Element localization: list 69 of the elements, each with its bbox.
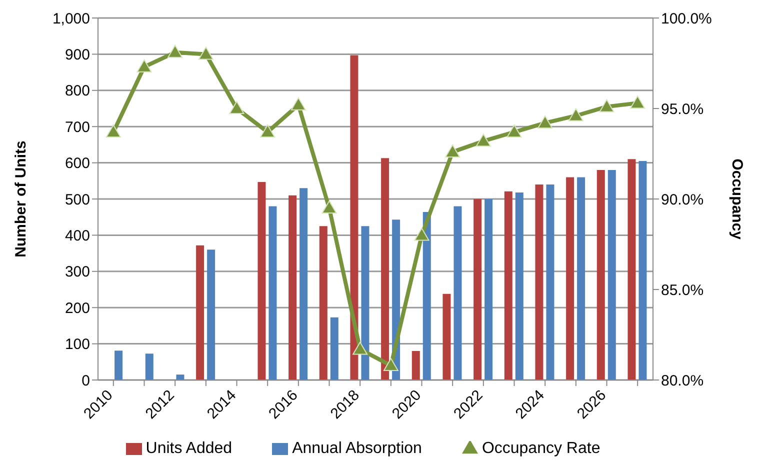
bar — [207, 250, 216, 380]
bar — [319, 226, 328, 380]
point — [136, 59, 152, 72]
bar — [412, 351, 420, 380]
point — [322, 200, 337, 214]
bar — [330, 317, 338, 380]
point — [290, 97, 306, 110]
bar — [535, 184, 544, 380]
y-tick-label: 600 — [64, 155, 90, 172]
y2-axis-title: Occupancy — [728, 158, 746, 240]
bar — [268, 206, 277, 380]
bar — [350, 55, 358, 380]
y-tick-label: 0 — [82, 372, 90, 390]
bar — [474, 199, 482, 380]
bar — [300, 188, 308, 380]
bar — [454, 206, 462, 380]
y-tick-label: 200 — [64, 300, 90, 317]
y2-tick-label: 85.0% — [661, 282, 704, 299]
point — [476, 134, 491, 147]
legend-label: Units Added — [146, 440, 232, 457]
point — [198, 46, 214, 60]
y-axis-title: Number of Units — [12, 140, 30, 258]
point — [260, 124, 276, 138]
point — [168, 44, 183, 58]
bar — [114, 350, 123, 380]
bar — [596, 170, 605, 380]
point — [229, 101, 244, 114]
bar — [577, 177, 586, 380]
y-tick-label: 300 — [64, 264, 90, 281]
point — [630, 96, 646, 109]
point — [506, 124, 522, 138]
point — [538, 115, 553, 128]
bar — [422, 212, 431, 380]
point — [414, 228, 430, 241]
y2-tick-label: 100.0% — [661, 10, 712, 28]
point — [568, 108, 584, 122]
bar — [484, 199, 493, 380]
bar — [608, 170, 616, 380]
point — [352, 342, 368, 355]
y2-tick-label: 90.0% — [661, 191, 704, 208]
bar — [196, 245, 204, 380]
y-tick-label: 700 — [64, 118, 90, 136]
bar — [638, 160, 647, 380]
y-tick-label: 900 — [64, 46, 90, 64]
legend-label: Annual Absorption — [292, 440, 422, 457]
y-tick-label: 1,000 — [52, 10, 90, 28]
y-tick-label: 400 — [64, 228, 90, 245]
y-tick-label: 800 — [64, 82, 90, 100]
bar — [628, 159, 636, 380]
bar — [504, 191, 512, 380]
bar — [381, 158, 390, 380]
legend-label: Occupancy Rate — [482, 440, 600, 457]
bar — [442, 294, 451, 380]
bar — [288, 195, 297, 380]
bar — [515, 192, 524, 380]
bar — [258, 182, 266, 380]
point — [445, 144, 460, 158]
bar — [176, 374, 184, 380]
y2-tick-label: 80.0% — [661, 372, 704, 390]
point — [599, 99, 614, 112]
y-tick-label: 500 — [64, 191, 90, 208]
point — [106, 124, 121, 138]
y-tick-label: 100 — [64, 336, 90, 354]
bar — [145, 354, 154, 380]
y2-tick-label: 95.0% — [661, 100, 704, 118]
bar — [566, 177, 574, 380]
point — [383, 358, 398, 372]
bar — [361, 226, 370, 380]
bar — [546, 184, 554, 380]
